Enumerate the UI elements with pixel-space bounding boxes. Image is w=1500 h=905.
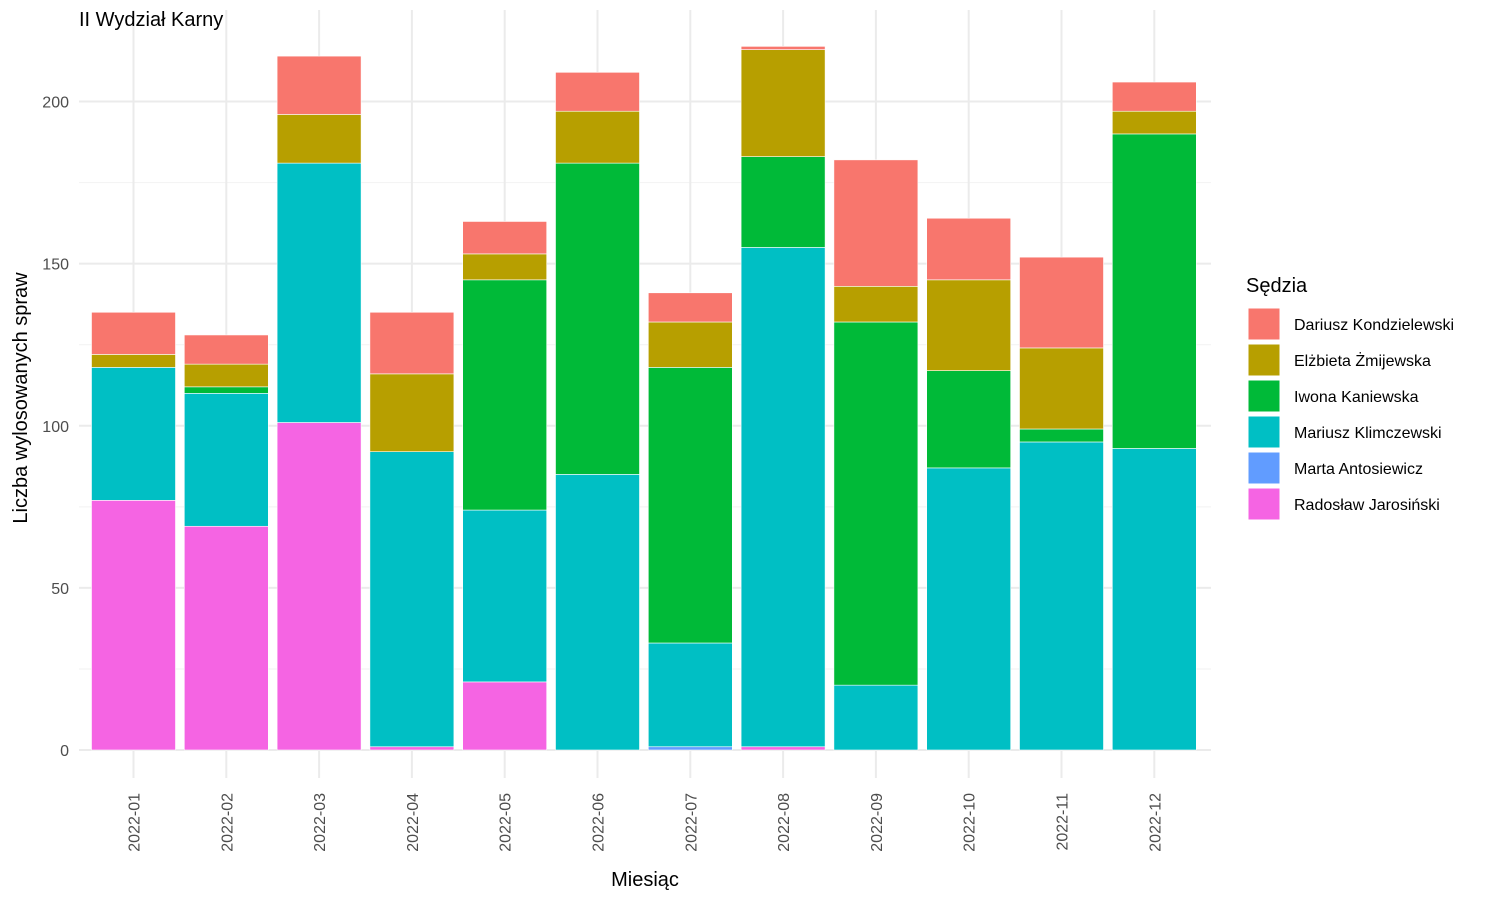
legend-label: Dariusz Kondzielewski <box>1294 317 1454 334</box>
bar-segment <box>555 162 640 475</box>
bar-segment <box>184 393 269 527</box>
bar-segment <box>740 46 826 50</box>
y-tick-label: 100 <box>42 419 69 436</box>
x-tick-label: 2022-06 <box>591 793 608 852</box>
legend-label: Mariusz Klimczewski <box>1294 425 1442 442</box>
bar-segment <box>91 500 176 751</box>
legend-label: Iwona Kaniewska <box>1294 389 1419 406</box>
bar-segment <box>369 451 455 748</box>
y-tick-label: 150 <box>42 257 69 274</box>
bar-segment <box>647 292 733 323</box>
bar-segment <box>1112 133 1197 449</box>
bar-segment <box>647 367 733 644</box>
bar-segment <box>91 354 176 368</box>
bar-segment <box>1112 110 1197 135</box>
bar-segment <box>555 72 640 112</box>
bar-segment <box>462 681 548 751</box>
bar-segment <box>1112 81 1197 112</box>
bar-segment <box>926 467 1012 751</box>
bar-segment <box>1019 256 1104 349</box>
bar-segment <box>1019 441 1104 751</box>
x-tick-label: 2022-03 <box>312 793 329 852</box>
legend: Sędzia Dariusz Kondzielewski Elżbieta Żmi… <box>1246 275 1454 521</box>
x-tick-label: 2022-04 <box>405 793 422 852</box>
bar-segment <box>833 159 919 287</box>
bar-segment <box>740 746 826 751</box>
x-tick-label: 2022-09 <box>869 793 886 852</box>
bar-segment <box>555 474 640 751</box>
bar-segment <box>462 279 548 511</box>
y-axis-title: Liczba wylosowanych spraw <box>10 272 32 524</box>
bars <box>91 46 1197 751</box>
bar-segment <box>1112 448 1197 751</box>
bar-segment <box>184 525 269 751</box>
legend-key <box>1247 307 1281 341</box>
bar-segment <box>462 253 548 281</box>
bar-segment <box>91 367 176 501</box>
bar-segment <box>1019 428 1104 443</box>
bar-segment <box>647 746 733 751</box>
x-axis-title: Miesiąc <box>611 869 679 891</box>
bar-segment <box>647 321 733 368</box>
bar-segment <box>276 162 362 423</box>
bar-segment <box>462 221 548 255</box>
chart-title: II Wydział Karny <box>79 9 223 31</box>
axes: 0 50 100 150 200 2022-01 2022-02 2022-03 2022-04… <box>42 95 1164 852</box>
bar-segment <box>833 321 919 686</box>
bar-segment <box>369 311 455 375</box>
bar-segment <box>276 55 362 115</box>
bar-segment <box>184 334 269 365</box>
y-tick-label: 0 <box>60 743 69 760</box>
bar-segment <box>740 49 826 157</box>
x-tick-label: 2022-08 <box>776 793 793 852</box>
x-tick-label: 2022-07 <box>683 793 700 852</box>
bar-segment <box>1019 347 1104 430</box>
bar-segment <box>184 386 269 394</box>
bar-segment <box>926 279 1012 371</box>
y-tick-label: 50 <box>51 581 69 598</box>
legend-key <box>1247 451 1281 485</box>
x-tick-label: 2022-05 <box>498 793 515 852</box>
legend-key <box>1247 343 1281 377</box>
bar-segment <box>91 311 176 355</box>
bar-segment <box>369 746 455 751</box>
x-tick-label: 2022-02 <box>219 793 236 852</box>
bar-segment <box>276 114 362 164</box>
bar-segment <box>647 642 733 748</box>
bar-segment <box>462 509 548 683</box>
x-tick-label: 2022-11 <box>1055 793 1072 851</box>
bar-segment <box>369 373 455 452</box>
bar-segment <box>555 110 640 164</box>
legend-label: Marta Antosiewicz <box>1294 461 1423 478</box>
bar-segment <box>926 370 1012 469</box>
bar-segment <box>833 286 919 323</box>
bar-segment <box>740 156 826 248</box>
x-tick-label: 2022-01 <box>127 793 144 852</box>
bar-segment <box>926 217 1012 281</box>
bar-segment <box>833 684 919 751</box>
bar-segment <box>740 247 826 748</box>
legend-title: Sędzia <box>1246 275 1308 297</box>
legend-label: Elżbieta Żmijewska <box>1294 351 1431 370</box>
x-tick-label: 2022-10 <box>962 793 979 852</box>
legend-key <box>1247 487 1281 521</box>
bar-segment <box>184 363 269 388</box>
bar-segment <box>276 422 362 751</box>
legend-key <box>1247 415 1281 449</box>
x-tick-label: 2022-12 <box>1147 793 1164 852</box>
legend-key <box>1247 379 1281 413</box>
y-tick-label: 200 <box>42 95 69 112</box>
legend-label: Radosław Jarosiński <box>1294 497 1440 514</box>
